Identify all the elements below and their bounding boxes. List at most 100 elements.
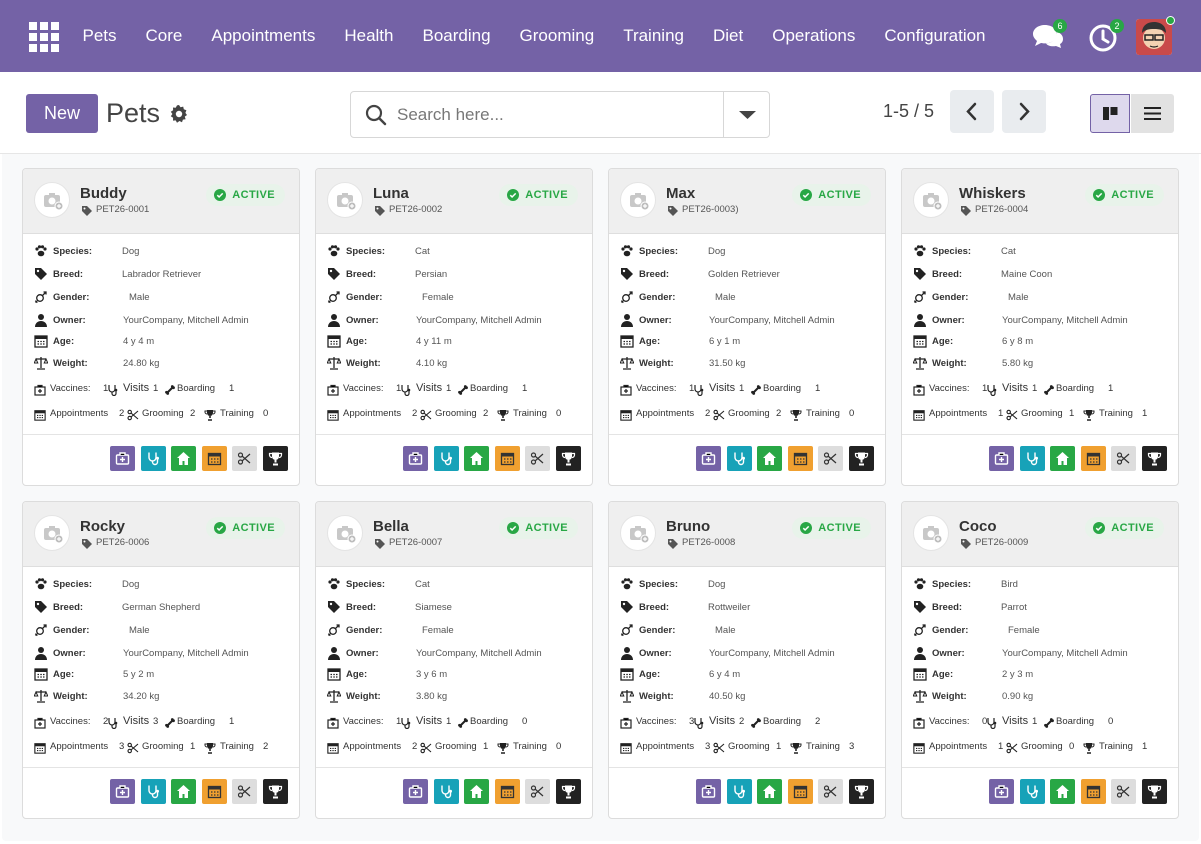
menu-item-appointments[interactable]: Appointments	[211, 26, 316, 45]
pet-name[interactable]: Whiskers	[959, 185, 1026, 202]
pet-card[interactable]: Bella PET26-0007 ACTIVE Species: Cat Breed…	[315, 501, 593, 819]
trophy-button[interactable]	[1141, 446, 1167, 471]
menu-item-health[interactable]: Health	[344, 26, 394, 45]
stethoscope-button[interactable]	[1019, 446, 1045, 471]
calendar-button[interactable]	[787, 446, 813, 471]
camera-icon[interactable]	[913, 182, 949, 218]
new-button[interactable]: New	[26, 94, 98, 133]
calendar-button[interactable]	[494, 779, 520, 804]
pet-card[interactable]: Luna PET26-0002 ACTIVE Species: Cat Breed:…	[315, 168, 593, 486]
camera-icon[interactable]	[34, 515, 70, 551]
pet-card[interactable]: Buddy PET26-0001 ACTIVE Species: Dog Breed…	[22, 168, 300, 486]
calendar-button[interactable]	[787, 779, 813, 804]
trophy-button[interactable]	[555, 779, 581, 804]
menu-item-grooming[interactable]: Grooming	[519, 26, 595, 45]
medical-kit-button[interactable]	[403, 779, 428, 804]
home-button[interactable]	[757, 446, 782, 471]
stethoscope-button[interactable]	[726, 779, 752, 804]
kanban-view-button[interactable]	[1090, 94, 1130, 133]
home-button[interactable]	[171, 779, 196, 804]
stethoscope-button[interactable]	[726, 446, 752, 471]
stat-label-vaccines: Vaccines:	[343, 716, 384, 727]
menu-item-pets[interactable]: Pets	[82, 26, 117, 45]
menu-item-training[interactable]: Training	[623, 26, 684, 45]
calendar-button[interactable]	[1080, 779, 1106, 804]
scissors-button[interactable]	[818, 446, 843, 471]
medical-kit-button[interactable]	[989, 446, 1014, 471]
list-view-button[interactable]	[1131, 94, 1174, 133]
label-age: Age:	[53, 336, 75, 347]
home-button[interactable]	[464, 779, 489, 804]
apps-menu-icon[interactable]	[29, 22, 59, 52]
home-button[interactable]	[1050, 779, 1075, 804]
calendar-button[interactable]	[201, 446, 227, 471]
gear-icon[interactable]	[169, 104, 189, 124]
calendar-button[interactable]	[1080, 446, 1106, 471]
scissors-button[interactable]	[525, 446, 550, 471]
scissors-button[interactable]	[1111, 446, 1136, 471]
pet-name[interactable]: Max	[666, 185, 696, 202]
home-button[interactable]	[171, 446, 196, 471]
search-options-toggle[interactable]	[723, 92, 770, 137]
user-avatar[interactable]	[1136, 19, 1172, 55]
pet-name[interactable]: Rocky	[80, 518, 126, 535]
pet-name[interactable]: Luna	[373, 185, 409, 202]
home-button[interactable]	[757, 779, 782, 804]
scissors-button[interactable]	[818, 779, 843, 804]
pet-name[interactable]: Buddy	[80, 185, 127, 202]
stethoscope-button[interactable]	[1019, 779, 1045, 804]
pager-previous-button[interactable]	[950, 90, 994, 133]
camera-icon[interactable]	[327, 182, 363, 218]
calendar-button[interactable]	[494, 446, 520, 471]
calendar-button[interactable]	[201, 779, 227, 804]
trophy-button[interactable]	[262, 446, 288, 471]
camera-icon[interactable]	[620, 182, 656, 218]
medical-kit-button[interactable]	[110, 779, 135, 804]
pet-name[interactable]: Bruno	[666, 518, 711, 535]
menu-item-diet[interactable]: Diet	[712, 26, 744, 45]
medical-kit-button[interactable]	[110, 446, 135, 471]
trophy-button[interactable]	[555, 446, 581, 471]
scissors-button[interactable]	[1111, 779, 1136, 804]
stat-label-vaccines: Vaccines:	[343, 383, 384, 394]
menu-item-operations[interactable]: Operations	[772, 26, 856, 45]
medical-kit-button[interactable]	[696, 779, 721, 804]
search-input[interactable]	[397, 92, 717, 137]
pet-name[interactable]: Coco	[959, 518, 997, 535]
pager-value[interactable]: 1-5 / 5	[883, 101, 935, 121]
stethoscope-button[interactable]	[140, 446, 166, 471]
trophy-button[interactable]	[848, 779, 874, 804]
pet-card[interactable]: Coco PET26-0009 ACTIVE Species: Bird Breed…	[901, 501, 1179, 819]
menu-item-configuration[interactable]: Configuration	[884, 26, 986, 45]
stethoscope-button[interactable]	[140, 779, 166, 804]
pet-name[interactable]: Bella	[373, 518, 409, 535]
trophy-button[interactable]	[848, 446, 874, 471]
scissors-button[interactable]	[525, 779, 550, 804]
activity-clock-icon[interactable]: 2	[1088, 19, 1124, 52]
home-button[interactable]	[1050, 446, 1075, 471]
pet-card[interactable]: Whiskers PET26-0004 ACTIVE Species: Cat Br…	[901, 168, 1179, 486]
medical-kit-button[interactable]	[696, 446, 721, 471]
scale-icon	[33, 689, 49, 703]
stethoscope-button[interactable]	[433, 779, 459, 804]
pet-card[interactable]: Bruno PET26-0008 ACTIVE Species: Dog Breed…	[608, 501, 886, 819]
pet-card[interactable]: Rocky PET26-0006 ACTIVE Species: Dog Breed…	[22, 501, 300, 819]
trophy-button[interactable]	[262, 779, 288, 804]
tag-icon	[960, 537, 972, 549]
scissors-button[interactable]	[232, 779, 257, 804]
camera-icon[interactable]	[620, 515, 656, 551]
menu-item-boarding[interactable]: Boarding	[422, 26, 491, 45]
medical-kit-button[interactable]	[989, 779, 1014, 804]
camera-icon[interactable]	[327, 515, 363, 551]
pager-next-button[interactable]	[1002, 90, 1046, 133]
camera-icon[interactable]	[913, 515, 949, 551]
pet-card[interactable]: Max PET26-0003) ACTIVE Species: Dog Breed:…	[608, 168, 886, 486]
medical-kit-button[interactable]	[403, 446, 428, 471]
scissors-button[interactable]	[232, 446, 257, 471]
trophy-button[interactable]	[1141, 779, 1167, 804]
camera-icon[interactable]	[34, 182, 70, 218]
chat-icon[interactable]: 6	[1031, 19, 1067, 52]
home-button[interactable]	[464, 446, 489, 471]
menu-item-core[interactable]: Core	[145, 26, 183, 45]
stethoscope-button[interactable]	[433, 446, 459, 471]
